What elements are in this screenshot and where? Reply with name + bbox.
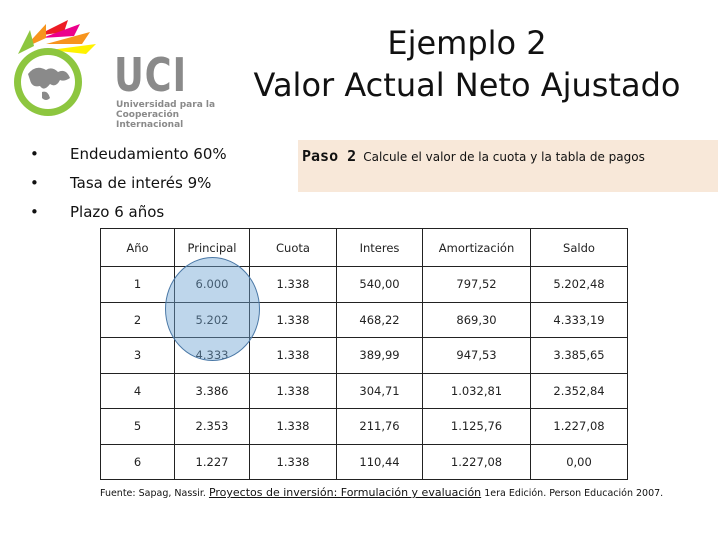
globe-logo-icon xyxy=(14,20,96,116)
cell-amortization: 1.032,81 xyxy=(422,372,531,409)
cell-year: 4 xyxy=(100,372,175,409)
cell-balance: 3.385,65 xyxy=(530,337,628,374)
table-header-row: Año Principal Cuota Interes Amortización… xyxy=(100,228,628,267)
source-suffix: 1era Edición. Person Educación 2007. xyxy=(484,488,664,499)
header-year: Año xyxy=(100,228,175,267)
header-balance: Saldo xyxy=(530,228,628,267)
cell-amortization: 797,52 xyxy=(422,266,531,303)
logo-line-1: Universidad para la xyxy=(116,100,216,110)
assumptions-list: Endeudamiento 60% Tasa de interés 9% Pla… xyxy=(30,142,227,229)
step-callout: Paso 2 Calcule el valor de la cuota y la… xyxy=(298,140,718,192)
cell-balance: 4.333,19 xyxy=(530,301,628,338)
bullet-debt-ratio: Endeudamiento 60% xyxy=(30,142,227,171)
table-row: 4 3.386 1.338 304,71 1.032,81 2.352,84 xyxy=(100,372,628,409)
cell-interest: 110,44 xyxy=(336,443,423,480)
cell-year: 3 xyxy=(100,337,175,374)
cell-interest: 304,71 xyxy=(336,372,423,409)
cell-amortization: 869,30 xyxy=(422,301,531,338)
source-prefix: Fuente: Sapag, Nassir. xyxy=(100,488,206,499)
cell-balance: 0,00 xyxy=(530,443,628,480)
cell-amortization: 1.227,08 xyxy=(422,443,531,480)
cell-payment: 1.338 xyxy=(249,372,337,409)
cell-amortization: 947,53 xyxy=(422,337,531,374)
cell-interest: 468,22 xyxy=(336,301,423,338)
step-instructions: Calcule el valor de la cuota y la tabla … xyxy=(363,150,645,164)
logo-subtitle: Universidad para la Cooperación Internac… xyxy=(116,100,244,130)
uci-logo: UCI Universidad para la Cooperación Inte… xyxy=(6,18,244,130)
logo-acronym: UCI xyxy=(114,48,187,102)
table-row: 5 2.353 1.338 211,76 1.125,76 1.227,08 xyxy=(100,408,628,445)
principal-highlight-ellipse xyxy=(165,257,260,361)
logo-line-2: Cooperación Internacional xyxy=(116,110,184,130)
cell-payment: 1.338 xyxy=(249,301,337,338)
slide-title: Ejemplo 2 Valor Actual Neto Ajustado xyxy=(242,22,692,106)
cell-amortization: 1.125,76 xyxy=(422,408,531,445)
title-line-1: Ejemplo 2 xyxy=(387,24,547,62)
payment-table: Año Principal Cuota Interes Amortización… xyxy=(100,228,628,480)
bullet-interest-rate: Tasa de interés 9% xyxy=(30,171,227,200)
source-book-title: Proyectos de inversión: Formulación y ev… xyxy=(208,486,482,499)
cell-balance: 5.202,48 xyxy=(530,266,628,303)
header-amortization: Amortización xyxy=(422,228,531,267)
cell-payment: 1.338 xyxy=(249,443,337,480)
cell-payment: 1.338 xyxy=(249,266,337,303)
table-row: 6 1.227 1.338 110,44 1.227,08 0,00 xyxy=(100,443,628,480)
cell-principal: 1.227 xyxy=(174,443,250,480)
cell-interest: 389,99 xyxy=(336,337,423,374)
title-line-2: Valor Actual Neto Ajustado xyxy=(253,66,681,104)
cell-interest: 211,76 xyxy=(336,408,423,445)
cell-year: 5 xyxy=(100,408,175,445)
header-interest: Interes xyxy=(336,228,423,267)
cell-balance: 1.227,08 xyxy=(530,408,628,445)
cell-balance: 2.352,84 xyxy=(530,372,628,409)
cell-interest: 540,00 xyxy=(336,266,423,303)
cell-payment: 1.338 xyxy=(249,337,337,374)
source-citation: Fuente: Sapag, Nassir. Proyectos de inve… xyxy=(100,486,663,499)
cell-principal: 2.353 xyxy=(174,408,250,445)
header-payment: Cuota xyxy=(249,228,337,267)
cell-year: 2 xyxy=(100,301,175,338)
cell-year: 1 xyxy=(100,266,175,303)
cell-principal: 3.386 xyxy=(174,372,250,409)
cell-payment: 1.338 xyxy=(249,408,337,445)
step-label: Paso 2 xyxy=(302,147,357,165)
cell-year: 6 xyxy=(100,443,175,480)
bullet-term: Plazo 6 años xyxy=(30,200,227,229)
